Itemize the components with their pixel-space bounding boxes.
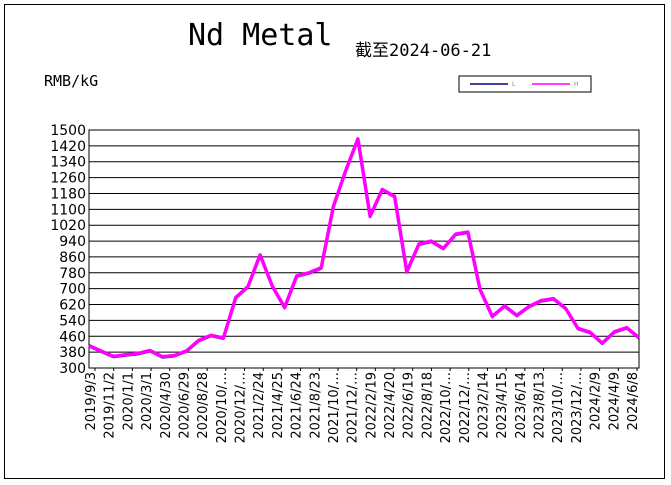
x-tick-label: 2024/6/8 [626,372,641,430]
y-tick-label: 1100 [50,202,86,218]
legend-box [458,75,592,93]
x-tick-label: 2020/12/… [234,372,249,443]
y-tick-label: 380 [59,345,86,361]
x-tick-label: 2020/10/… [215,372,230,443]
x-tick-label: 2019/9/3 [84,372,99,430]
x-tick-label: 2022/4/20 [383,372,398,439]
x-tick-label: 2021/2/24 [252,372,267,439]
legend-label-l: L [512,81,516,88]
chart-title: Nd Metal [188,18,333,53]
x-tick-label: 2022/6/19 [402,372,417,439]
y-tick-label: 940 [59,234,86,250]
x-tick-label: 2021/6/24 [290,372,305,439]
y-tick-label: 540 [59,313,86,329]
y-tick-label: 1420 [50,139,86,155]
x-tick-label: 2019/11/2 [103,372,118,439]
x-tick-label: 2020/1/1 [121,372,136,430]
chart-subtitle: 截至2024-06-21 [355,41,492,61]
x-tick-label: 2022/12/… [458,372,473,443]
x-tick-label: 2023/4/15 [495,372,510,439]
x-tick-label: 2022/10/… [439,372,454,443]
x-tick-label: 2021/4/25 [271,372,286,439]
x-tick-label: 2021/8/23 [308,372,323,439]
x-tick-label: 2023/2/14 [476,372,491,439]
x-tick-label: 2023/6/14 [514,372,529,439]
x-tick-label: 2022/8/18 [420,372,435,439]
x-tick-label: 2022/2/19 [364,372,379,439]
x-tick-label: 2020/8/28 [196,372,211,439]
x-tick-label: 2021/12/… [346,372,361,443]
y-axis-label: RMB/kG [44,72,99,90]
y-tick-label: 1180 [50,186,86,202]
x-tick-label: 2020/3/1 [140,372,155,430]
y-tick-label: 300 [59,361,86,377]
x-tick-label: 2023/10/… [551,372,566,443]
y-tick-label: 860 [59,250,86,266]
legend: L H [458,75,592,93]
x-tick-label: 2023/8/13 [533,372,548,439]
y-tick-label: 1500 [50,123,86,139]
x-tick-label: 2024/2/9 [589,372,604,430]
x-tick-label: 2023/12/… [570,372,585,443]
x-tick-label: 2020/6/29 [177,372,192,439]
y-tick-label: 780 [59,266,86,282]
y-tick-label: 620 [59,298,86,314]
legend-label-h: H [574,81,579,88]
x-tick-label: 2024/4/9 [607,372,622,430]
plot-border [88,129,640,369]
y-tick-label: 1340 [50,155,86,171]
y-tick-label: 700 [59,282,86,298]
y-tick-label: 1260 [50,171,86,187]
y-tick-label: 1020 [50,218,86,234]
plot-area: 1500142013401260118011001020940860780700… [50,123,641,443]
series-line-h [88,137,641,359]
y-tick-label: 460 [59,329,86,345]
x-tick-label: 2020/4/30 [159,372,174,439]
x-tick-label: 2021/10/… [327,372,342,443]
